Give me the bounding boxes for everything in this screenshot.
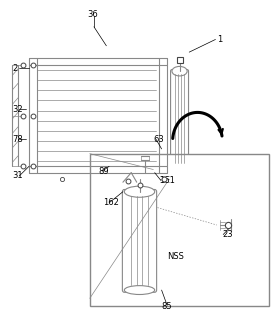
Text: 89: 89 bbox=[98, 167, 109, 176]
Text: 78: 78 bbox=[13, 135, 23, 144]
FancyBboxPatch shape bbox=[170, 69, 189, 168]
Text: 36: 36 bbox=[87, 10, 98, 19]
Text: 23: 23 bbox=[222, 230, 233, 239]
FancyBboxPatch shape bbox=[122, 189, 157, 292]
Ellipse shape bbox=[124, 286, 155, 294]
Text: 162: 162 bbox=[104, 198, 119, 207]
FancyBboxPatch shape bbox=[90, 154, 269, 306]
Text: 161: 161 bbox=[159, 176, 175, 185]
Ellipse shape bbox=[124, 186, 155, 197]
Text: 1: 1 bbox=[217, 35, 222, 44]
Text: NSS: NSS bbox=[167, 252, 184, 261]
Text: 85: 85 bbox=[162, 302, 172, 311]
Text: 32: 32 bbox=[13, 105, 23, 114]
Text: 31: 31 bbox=[13, 172, 23, 180]
Text: 2: 2 bbox=[13, 63, 18, 73]
Ellipse shape bbox=[172, 67, 187, 76]
Ellipse shape bbox=[172, 162, 187, 170]
Text: 63: 63 bbox=[153, 135, 164, 144]
